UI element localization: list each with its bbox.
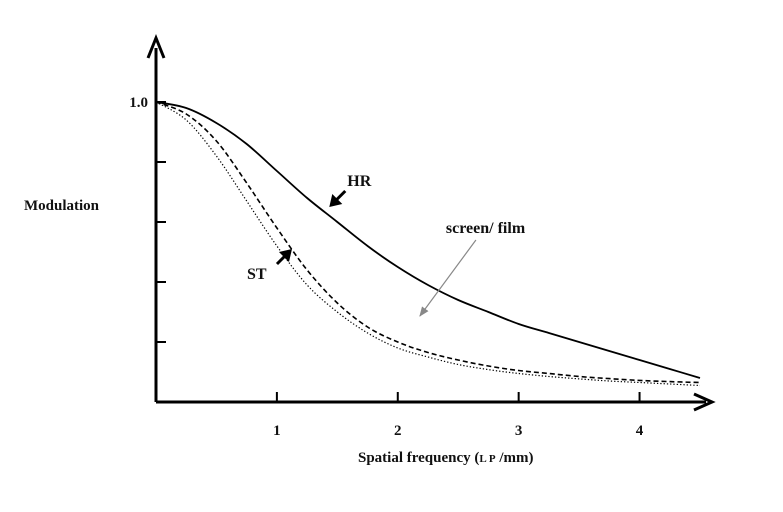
x-tick-label: 2 — [394, 423, 402, 439]
series-line-screenfilm — [155, 101, 701, 384]
series-line-hr — [155, 101, 701, 379]
x-axis-label-main: Spatial frequency ( — [358, 450, 479, 466]
st-label: ST — [247, 266, 267, 283]
y-axis-arrow — [146, 33, 166, 59]
axes — [146, 33, 716, 412]
series-line-st — [155, 101, 701, 387]
x-tick-label: 4 — [636, 423, 644, 439]
ticks: 1 2 3 4 1.0 — [129, 95, 644, 439]
annotations: HR ST screen/ film — [247, 173, 526, 317]
x-axis-label-unit-lp: L P — [479, 453, 495, 465]
st-arrow-head — [278, 249, 292, 262]
screen-film-label: screen/ film — [446, 220, 526, 237]
x-axis-label: Spatial frequency (L P /mm) — [358, 450, 534, 466]
y-tick-label: 1.0 — [129, 95, 148, 111]
x-tick-label: 1 — [273, 423, 281, 439]
x-tick-label: 3 — [515, 423, 523, 439]
screen-film-arrow — [419, 239, 477, 317]
hr-label: HR — [347, 173, 371, 190]
x-axis-label-unit-rest: /mm) — [496, 450, 534, 466]
series-lines — [155, 101, 701, 387]
x-axis-arrow — [693, 392, 716, 412]
y-axis-label: Modulation — [24, 198, 100, 214]
hr-arrow-head — [329, 194, 343, 207]
